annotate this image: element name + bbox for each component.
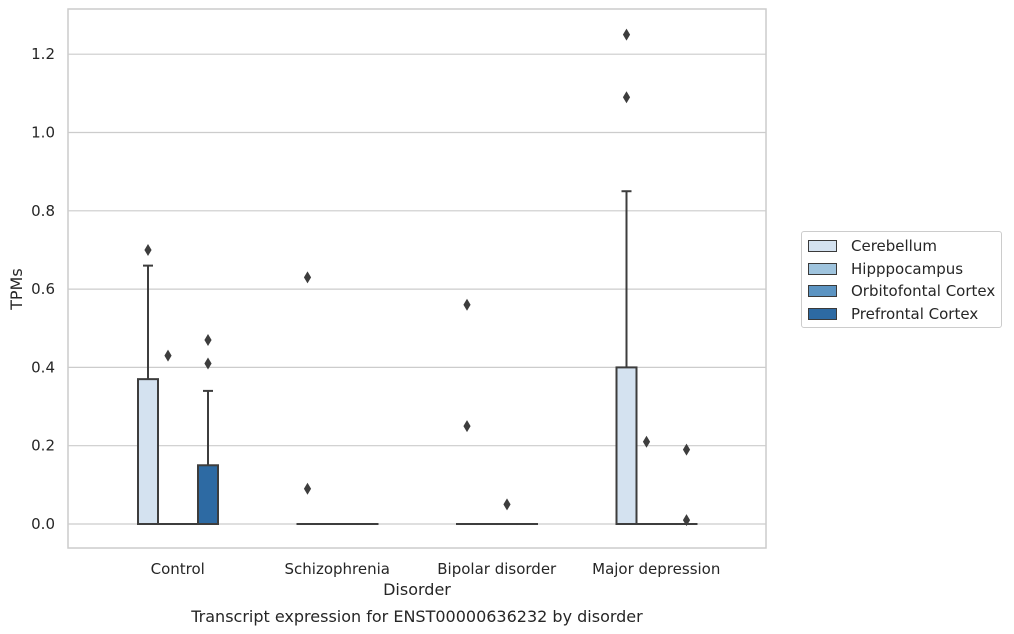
outlier-point	[622, 28, 631, 41]
x-tick-label: Major depression	[592, 560, 720, 578]
box-hipppocampus	[157, 349, 179, 526]
box-cerebellum	[615, 28, 638, 525]
y-tick-label: 0.4	[31, 358, 55, 376]
outlier-point	[642, 435, 651, 448]
box-prefrontal-cortex	[197, 333, 219, 525]
legend-item-cerebellum: Cerebellum	[802, 235, 1001, 258]
outlier-point	[144, 243, 152, 256]
box-orbitofontal-cortex	[496, 498, 518, 526]
box	[197, 464, 219, 525]
legend-label: Cerebellum	[851, 237, 937, 256]
outlier-point	[622, 91, 631, 104]
y-tick-label: 0.0	[31, 515, 55, 533]
outlier-point	[204, 333, 212, 346]
y-axis-label: TPMs	[7, 268, 26, 311]
x-tick-labels: Control Schizophrenia Bipolar disorder Majo…	[151, 560, 721, 578]
legend: Cerebellum Hipppocampus Orbitofontal Cor…	[801, 231, 1002, 328]
legend-label: Hipppocampus	[851, 259, 964, 278]
y-tick-label: 0.8	[31, 202, 55, 220]
legend-item-orbitofrontal-cortex: Orbitofontal Cortex	[802, 280, 1001, 303]
legend-swatch	[808, 285, 837, 298]
outlier-point	[503, 498, 511, 511]
legend-label: Prefrontal Cortex	[851, 304, 979, 323]
y-tick-label: 0.6	[31, 280, 55, 298]
y-tick-label: 1.0	[31, 124, 55, 142]
box-cerebellum	[456, 298, 478, 526]
x-axis-label: Disorder	[383, 580, 451, 599]
outlier-point	[463, 420, 471, 433]
y-tick-labels: 0.0 0.2 0.4 0.6 0.8 1.0 1.2	[31, 45, 55, 533]
legend-swatch	[808, 240, 837, 253]
chart-caption: Transcript expression for ENST0000063623…	[190, 607, 643, 626]
box-cerebellum	[137, 243, 159, 525]
grid-lines	[68, 53, 766, 525]
outlier-point	[164, 349, 172, 362]
legend-label: Orbitofontal Cortex	[851, 282, 996, 301]
legend-swatch	[808, 262, 837, 275]
legend-item-prefrontal-cortex: Prefrontal Cortex	[802, 303, 1001, 326]
legend-swatch	[808, 307, 837, 320]
box	[137, 378, 159, 525]
plot-frame	[67, 8, 767, 549]
y-tick-label: 1.2	[31, 45, 55, 63]
box-cerebellum	[296, 271, 319, 526]
legend-item-hippocampus: Hipppocampus	[802, 258, 1001, 281]
box-prefrontal-cortex	[675, 443, 698, 527]
outlier-point	[204, 357, 212, 370]
x-tick-label: Schizophrenia	[285, 560, 390, 578]
outlier-point	[682, 443, 691, 456]
outlier-point	[682, 514, 691, 527]
box	[615, 366, 638, 525]
box-plots	[137, 28, 698, 527]
outlier-point	[303, 271, 312, 284]
outlier-point	[303, 482, 312, 495]
outlier-point	[463, 298, 471, 311]
x-tick-label: Bipolar disorder	[437, 560, 557, 578]
y-tick-label: 0.2	[31, 437, 55, 455]
box-hipppocampus	[635, 435, 658, 526]
x-tick-label: Control	[151, 560, 205, 578]
